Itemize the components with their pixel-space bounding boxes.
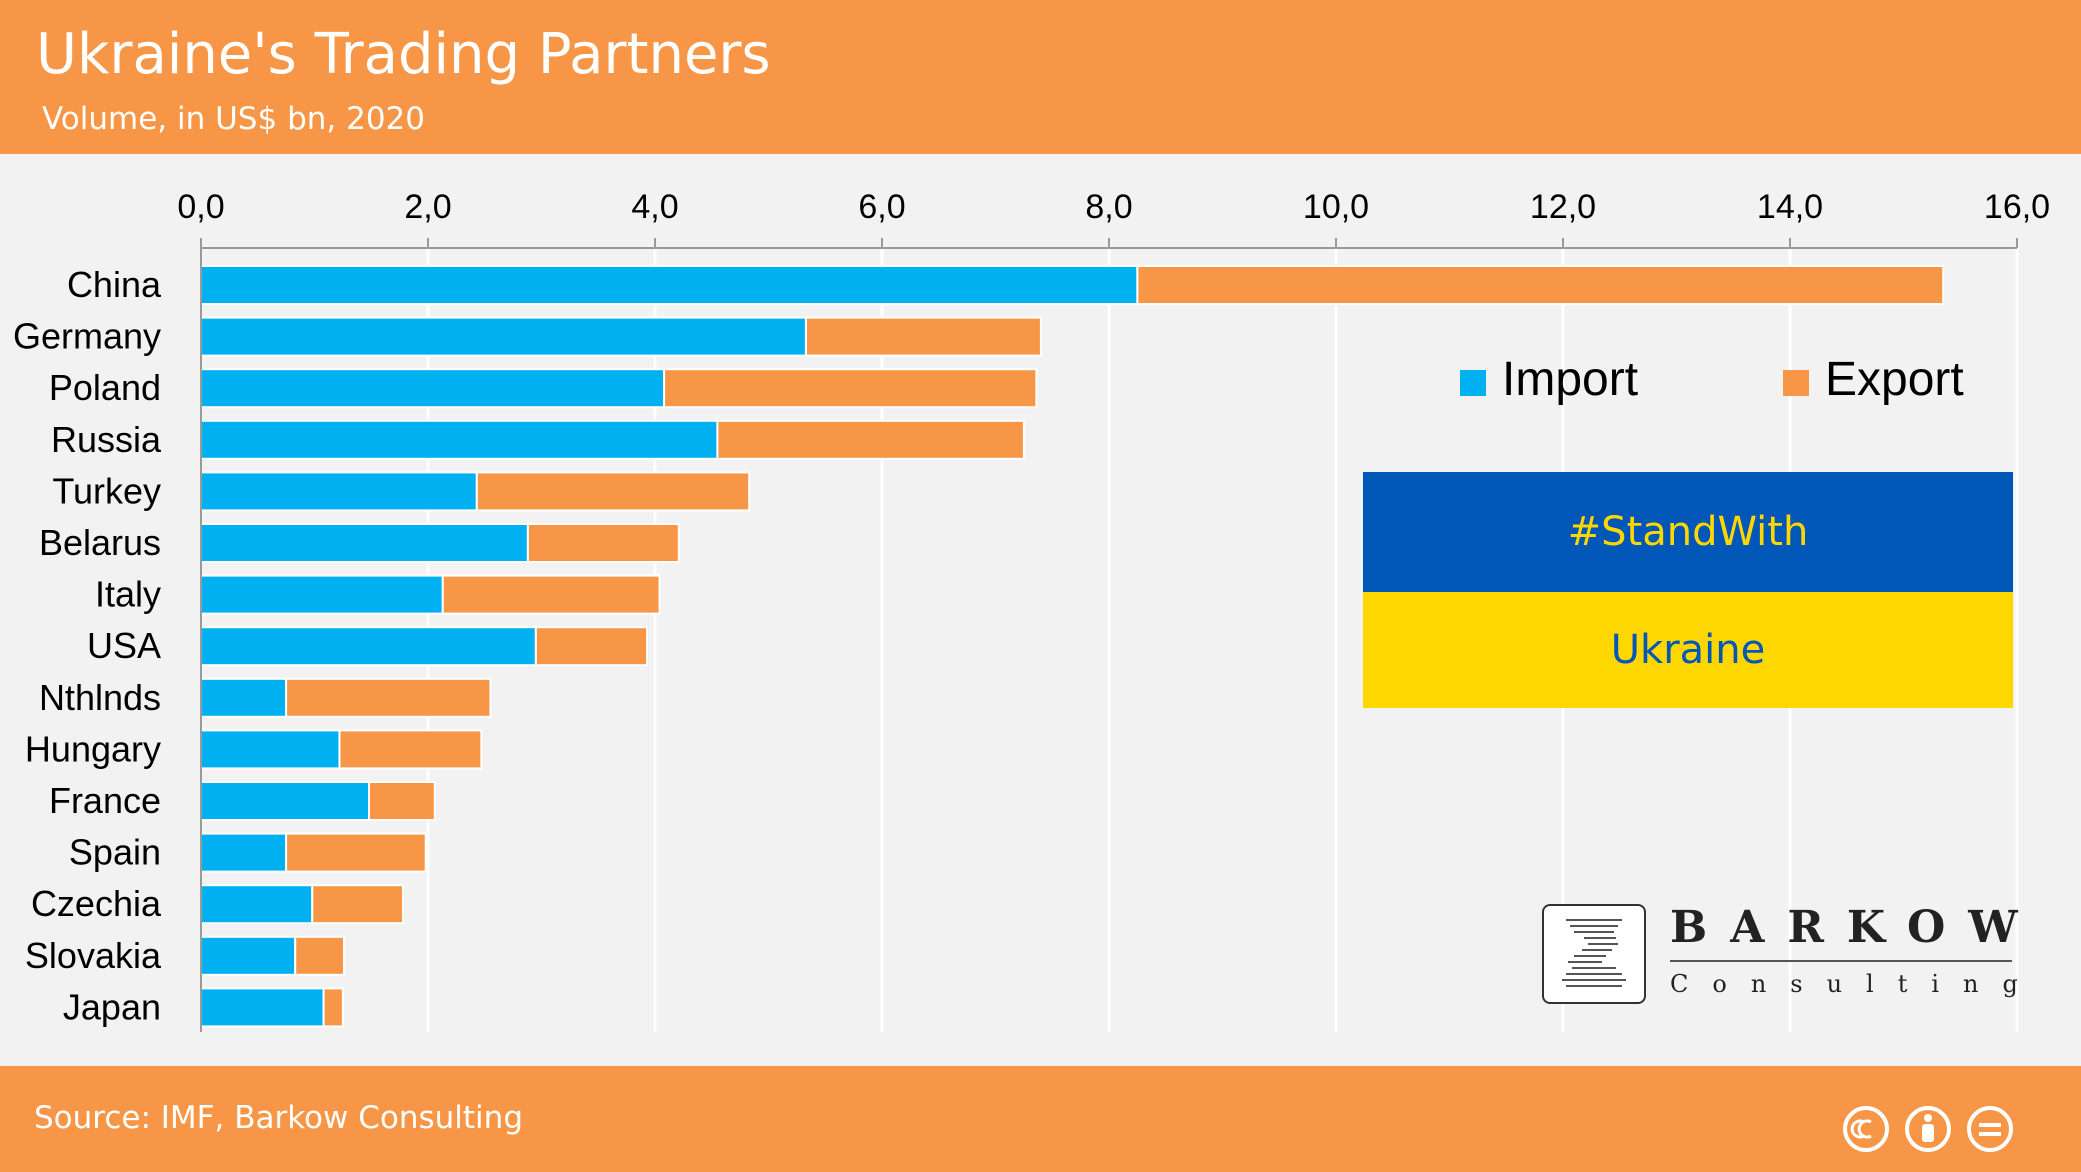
bar-series: [200, 265, 1945, 1028]
bar-export-nthlnds: [285, 677, 492, 718]
bar-import-russia: [200, 419, 719, 460]
x-tick-label: 2,0: [404, 188, 451, 226]
x-tick-label: 4,0: [631, 188, 678, 226]
category-label: Italy: [95, 574, 161, 615]
category-label: France: [49, 780, 161, 821]
bar-import-germany: [200, 316, 807, 357]
chart-subtitle: Volume, in US$ bn, 2020: [42, 101, 425, 137]
bar-export-italy: [441, 574, 661, 615]
legend-export-swatch: [1783, 370, 1809, 396]
by-icon: [1905, 1106, 1951, 1152]
category-label: Nthlnds: [39, 677, 161, 718]
bar-export-spain: [285, 832, 427, 873]
legend-export-label: Export: [1825, 353, 1964, 406]
flag-yellow-band: Ukraine: [1363, 592, 2013, 708]
bar-export-slovakia: [294, 935, 346, 976]
bar-export-usa: [534, 626, 649, 667]
legend-import-label: Import: [1502, 353, 1638, 406]
header-band: [0, 0, 2081, 154]
barkow-logo: BARKOW Consulting: [1542, 902, 2022, 1006]
bar-import-france: [200, 781, 370, 821]
bar-export-hungary: [338, 729, 483, 770]
bar-export-japan: [322, 987, 344, 1028]
x-tick-labels: 0,0 2,0 4,0 6,0 8,0 10,0 12,0 14,0 16,0: [177, 188, 2050, 226]
bar-export-turkey: [475, 471, 751, 512]
footer-band: [0, 1066, 2081, 1172]
category-label: Belarus: [39, 522, 161, 563]
bar-export-belarus: [526, 523, 680, 563]
category-label: USA: [87, 625, 161, 666]
category-label: Germany: [13, 316, 161, 357]
logo-subtitle: Consulting: [1670, 970, 2042, 998]
bar-import-italy: [200, 574, 444, 615]
bar-import-belarus: [200, 523, 529, 563]
bar-import-turkey: [200, 471, 478, 512]
bar-import-usa: [200, 626, 537, 667]
nd-icon: [1967, 1106, 2013, 1152]
bar-export-poland: [663, 368, 1038, 409]
bar-chart: 0,0 2,0 4,0 6,0 8,0 10,0 12,0 14,0 16,0 China Ger…: [13, 188, 2050, 1032]
bar-export-czechia: [311, 884, 405, 925]
category-label: Spain: [69, 832, 161, 873]
category-label: Japan: [63, 986, 161, 1027]
bar-import-nthlnds: [200, 677, 288, 718]
category-label: Czechia: [31, 883, 162, 924]
logo-divider: [1670, 960, 2012, 962]
category-label: China: [67, 264, 162, 305]
x-tick-label: 10,0: [1303, 188, 1369, 226]
category-label: Slovakia: [25, 935, 162, 976]
bar-import-japan: [200, 987, 325, 1028]
bar-import-spain: [200, 832, 288, 873]
bar-export-russia: [716, 419, 1025, 460]
bar-import-hungary: [200, 729, 341, 770]
bar-import-poland: [200, 368, 666, 409]
cc-icon: [1843, 1106, 1889, 1152]
stand-with-ukraine-box: #StandWith Ukraine: [1363, 472, 2013, 708]
category-labels: China Germany Poland Russia Turkey Belarus Ita…: [13, 264, 162, 1027]
x-tick-label: 12,0: [1530, 188, 1596, 226]
license-badges: [1843, 1106, 2013, 1152]
bar-export-china: [1136, 265, 1945, 305]
source-note: Source: IMF, Barkow Consulting: [34, 1100, 523, 1136]
flag-blue-band: #StandWith: [1363, 472, 2013, 592]
bar-import-china: [200, 265, 1139, 305]
x-tick-label: 0,0: [177, 188, 224, 226]
barkow-logo-icon: [1542, 904, 1646, 1004]
category-label: Russia: [51, 419, 162, 460]
bar-export-germany: [804, 316, 1042, 357]
bar-export-france: [367, 781, 436, 821]
x-tick-label: 6,0: [858, 188, 905, 226]
category-label: Hungary: [25, 728, 161, 769]
bar-import-slovakia: [200, 935, 297, 976]
x-tick-label: 14,0: [1757, 188, 1823, 226]
category-label: Turkey: [52, 470, 161, 511]
logo-name: BARKOW: [1670, 902, 2041, 953]
bar-import-czechia: [200, 884, 314, 925]
x-tick-label: 16,0: [1984, 188, 2050, 226]
legend: Import Export: [1460, 353, 1964, 406]
category-label: Poland: [49, 367, 161, 408]
x-tick-label: 8,0: [1085, 188, 1132, 226]
legend-import-swatch: [1460, 370, 1486, 396]
chart-title: Ukraine's Trading Partners: [36, 22, 771, 87]
